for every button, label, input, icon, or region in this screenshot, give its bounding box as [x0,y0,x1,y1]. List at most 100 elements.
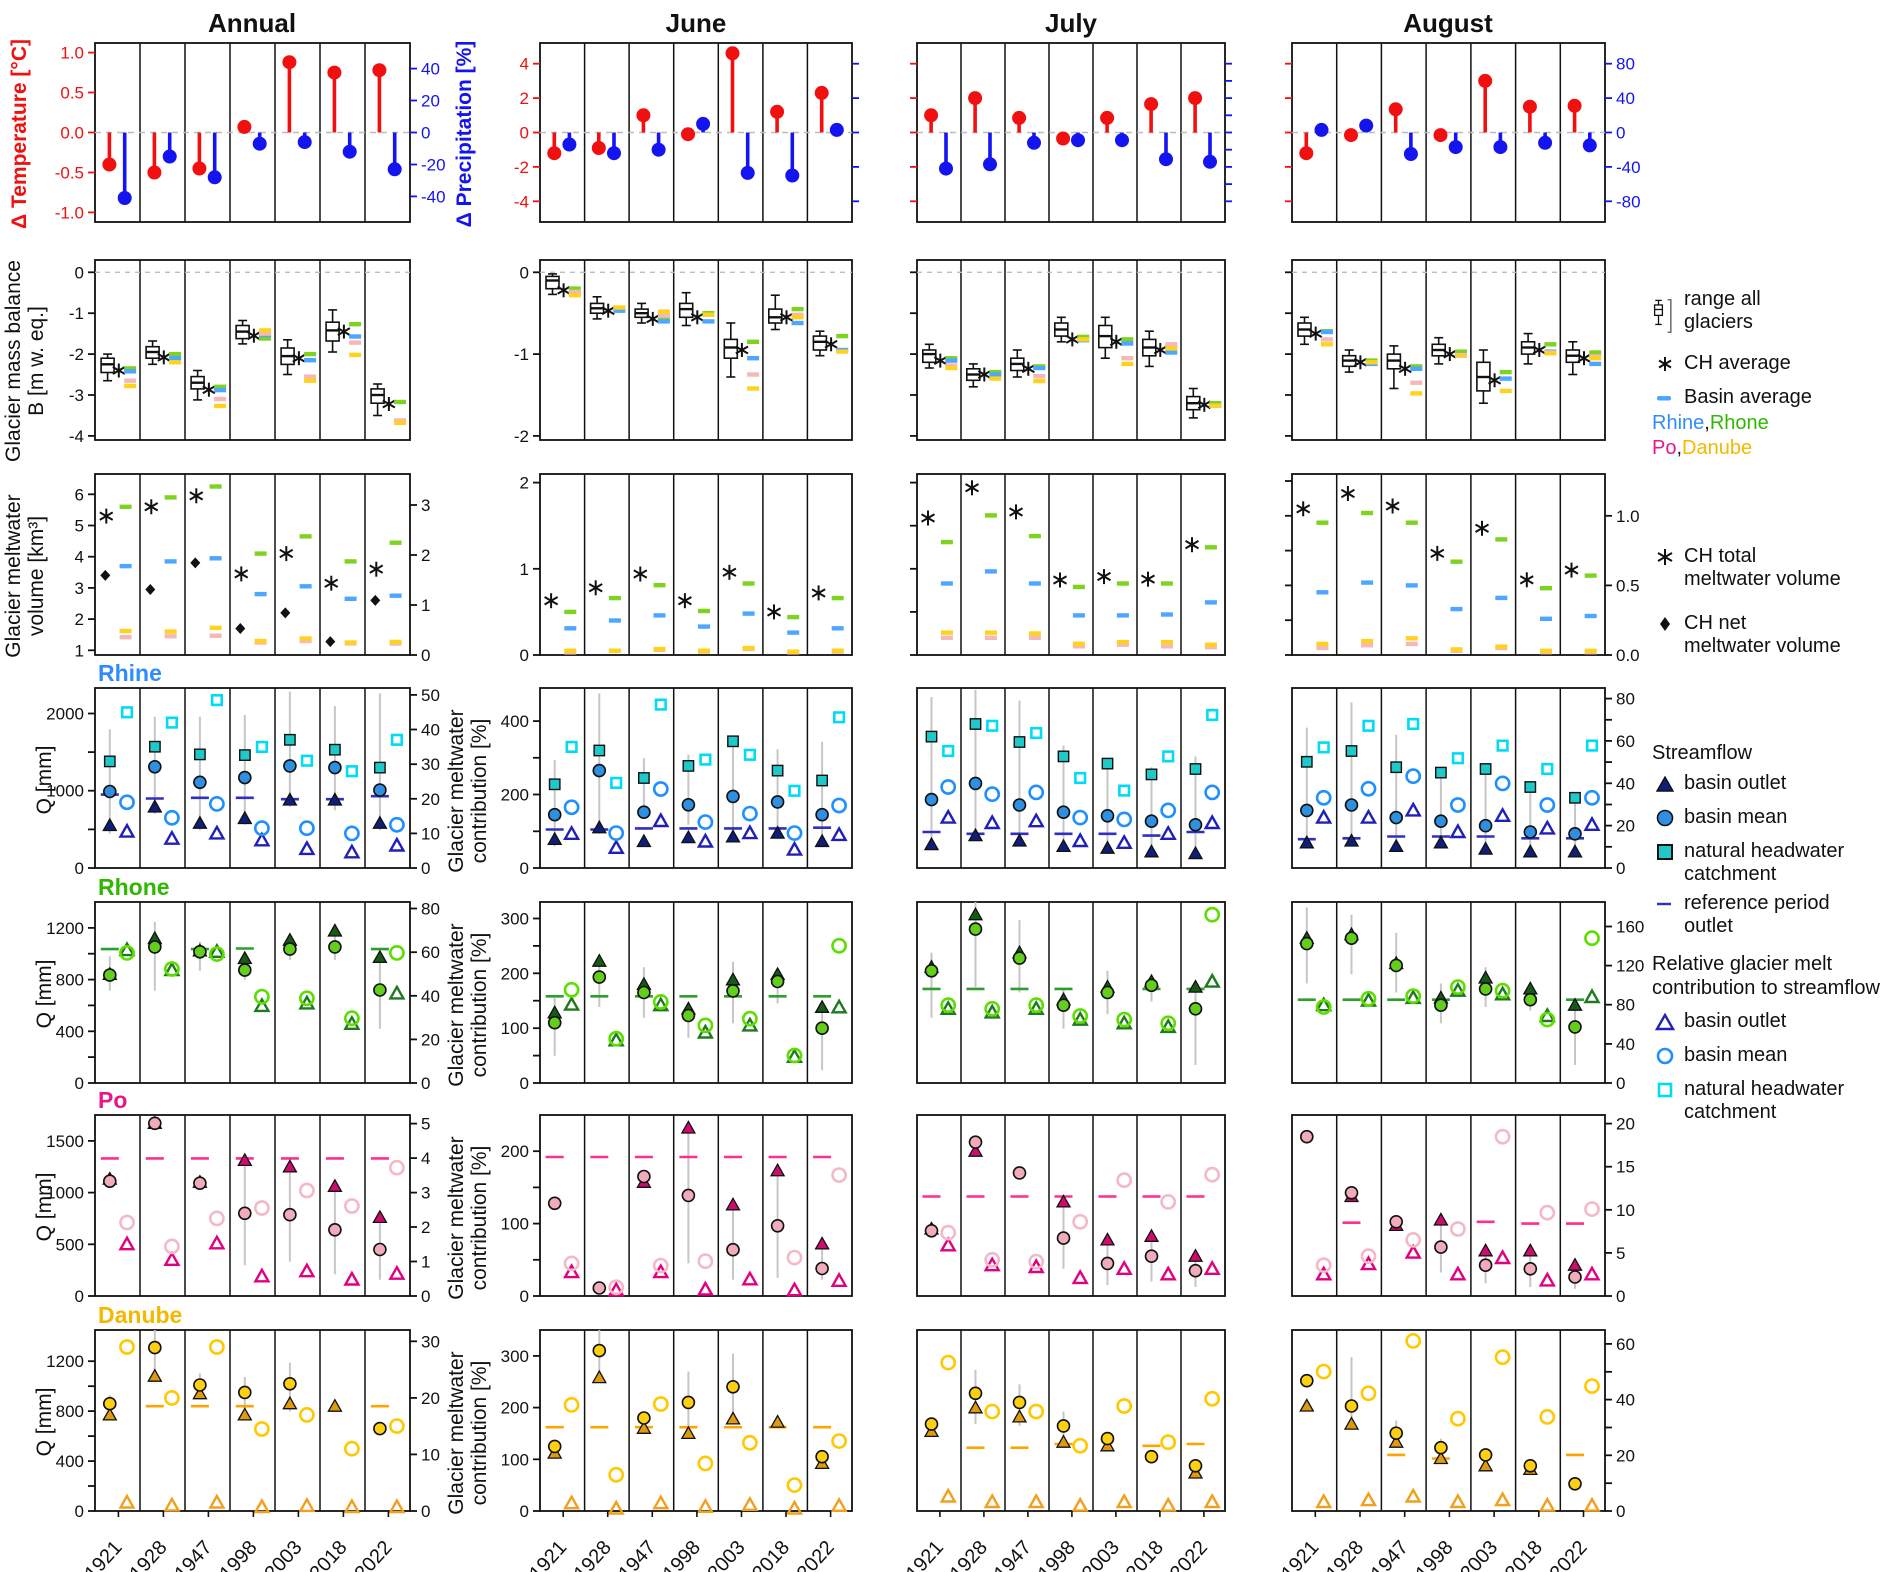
svg-text:2: 2 [520,89,529,108]
svg-text:1921: 1921 [902,1537,948,1572]
svg-text:0: 0 [520,859,529,878]
legend-reference-period: reference period outlet [1652,892,1830,938]
svg-text:2003: 2003 [703,1537,749,1572]
legend-rel-basin-outlet: basin outlet [1652,1010,1786,1033]
basin-label-rhine: Rhine [98,660,162,686]
legend-ch-net: CH net meltwater volume [1652,612,1841,658]
svg-text:2022: 2022 [1166,1537,1212,1572]
svg-text:0: 0 [1616,1502,1625,1521]
svg-text:1921: 1921 [1277,1537,1323,1572]
svg-text:3: 3 [421,1184,430,1203]
legend-text: natural headwater [1684,1078,1845,1100]
svg-text:-2: -2 [514,158,529,177]
legend-text: contribution to streamflow [1652,977,1880,999]
asterisk-icon [1658,357,1672,371]
svg-text:4: 4 [421,1149,430,1168]
svg-text:2022: 2022 [793,1537,839,1572]
contrib-axis-label-danube: Glacier meltwater contribution [%] [445,1328,491,1538]
legend-text: basin outlet [1684,772,1787,794]
svg-text:2018: 2018 [305,1537,351,1572]
svg-text:1500: 1500 [46,1132,84,1151]
legend-sep: , [1676,437,1683,459]
legend-text: outlet [1684,915,1733,937]
svg-text:40: 40 [421,60,440,79]
svg-text:5: 5 [1616,1244,1625,1263]
contrib-line1: Glacier meltwater [445,709,468,873]
svg-text:40: 40 [421,721,440,740]
svg-text:0: 0 [421,1287,430,1306]
svg-text:0.5: 0.5 [60,84,84,103]
svg-text:40: 40 [1616,1391,1635,1410]
svg-text:1200: 1200 [46,919,84,938]
svg-text:200: 200 [501,964,529,983]
svg-text:2: 2 [75,610,84,629]
svg-text:0.0: 0.0 [60,124,84,143]
temp-axis-label: Δ Temperature [°C] [8,39,31,229]
svg-text:2: 2 [421,546,430,565]
svg-text:2003: 2003 [260,1537,306,1572]
filled-circle-icon [1656,809,1674,827]
svg-text:0: 0 [421,1502,430,1521]
svg-text:1: 1 [421,596,430,615]
svg-text:400: 400 [501,712,529,731]
svg-text:-80: -80 [1616,192,1641,211]
svg-text:2: 2 [421,1218,430,1237]
column-title-august: August [1403,8,1493,38]
legend-basin-colors-1: Rhine,Rhone [1652,412,1769,435]
legend-text: Basin average [1684,386,1812,408]
legend-sep: , [1704,412,1710,434]
open-square-icon [1657,1082,1673,1098]
svg-text:0: 0 [75,859,84,878]
svg-text:1998: 1998 [659,1537,705,1572]
svg-text:2018: 2018 [748,1537,794,1572]
legend-text: natural headwater [1684,840,1845,862]
svg-text:120: 120 [1616,957,1644,976]
legend-ch-total: CH total meltwater volume [1652,545,1841,591]
basin-label-po: Po [98,1087,128,1113]
svg-text:3: 3 [421,496,430,515]
svg-text:-2: -2 [514,427,529,446]
legend-text: catchment [1684,1101,1777,1123]
svg-text:3: 3 [75,579,84,598]
svg-text:20: 20 [1616,1115,1635,1134]
svg-text:60: 60 [1616,1335,1635,1354]
open-circle-icon [1656,1047,1674,1065]
svg-text:-2: -2 [69,345,84,364]
q-axis-label-po: Q [mm] [33,1172,56,1242]
svg-text:10: 10 [421,824,440,843]
svg-text:1: 1 [520,560,529,579]
legend-basin-colors-2: Po,Danube [1652,437,1752,460]
legend-text: range all [1684,288,1761,310]
svg-text:0: 0 [421,124,430,143]
svg-text:300: 300 [501,910,529,929]
svg-text:0.5: 0.5 [1616,576,1640,595]
svg-text:20: 20 [421,1389,440,1408]
svg-text:2018: 2018 [1501,1537,1547,1572]
legend-danube: Danube [1682,437,1753,459]
svg-text:1928: 1928 [1322,1537,1368,1572]
svg-text:0: 0 [75,1502,84,1521]
svg-text:0: 0 [1616,1287,1625,1306]
mass-balance-axis-line1: Glacier mass balance [2,260,25,462]
svg-text:1: 1 [75,641,84,660]
legend-text: CH total [1684,545,1757,567]
svg-text:2018: 2018 [1122,1537,1168,1572]
legend-basin-outlet: basin outlet [1652,772,1786,795]
svg-text:1200: 1200 [46,1352,84,1371]
svg-text:800: 800 [56,971,84,990]
melt-volume-axis-label: Glacier meltwater volume [km³] [2,466,48,686]
legend-rhone: Rhone [1709,412,1769,434]
legend-text: meltwater volume [1684,568,1841,590]
svg-text:1.0: 1.0 [1616,507,1640,526]
legend-ch-average: CH average [1652,352,1791,375]
svg-text:0: 0 [421,646,430,665]
contrib-line2: contribution [%] [468,1145,491,1291]
svg-text:200: 200 [501,786,529,805]
svg-text:4: 4 [520,55,529,74]
dash-icon [1657,396,1671,401]
svg-text:1947: 1947 [170,1537,216,1572]
svg-text:0: 0 [75,1287,84,1306]
legend-basin-average: Basin average [1652,386,1812,409]
svg-text:400: 400 [56,1452,84,1471]
